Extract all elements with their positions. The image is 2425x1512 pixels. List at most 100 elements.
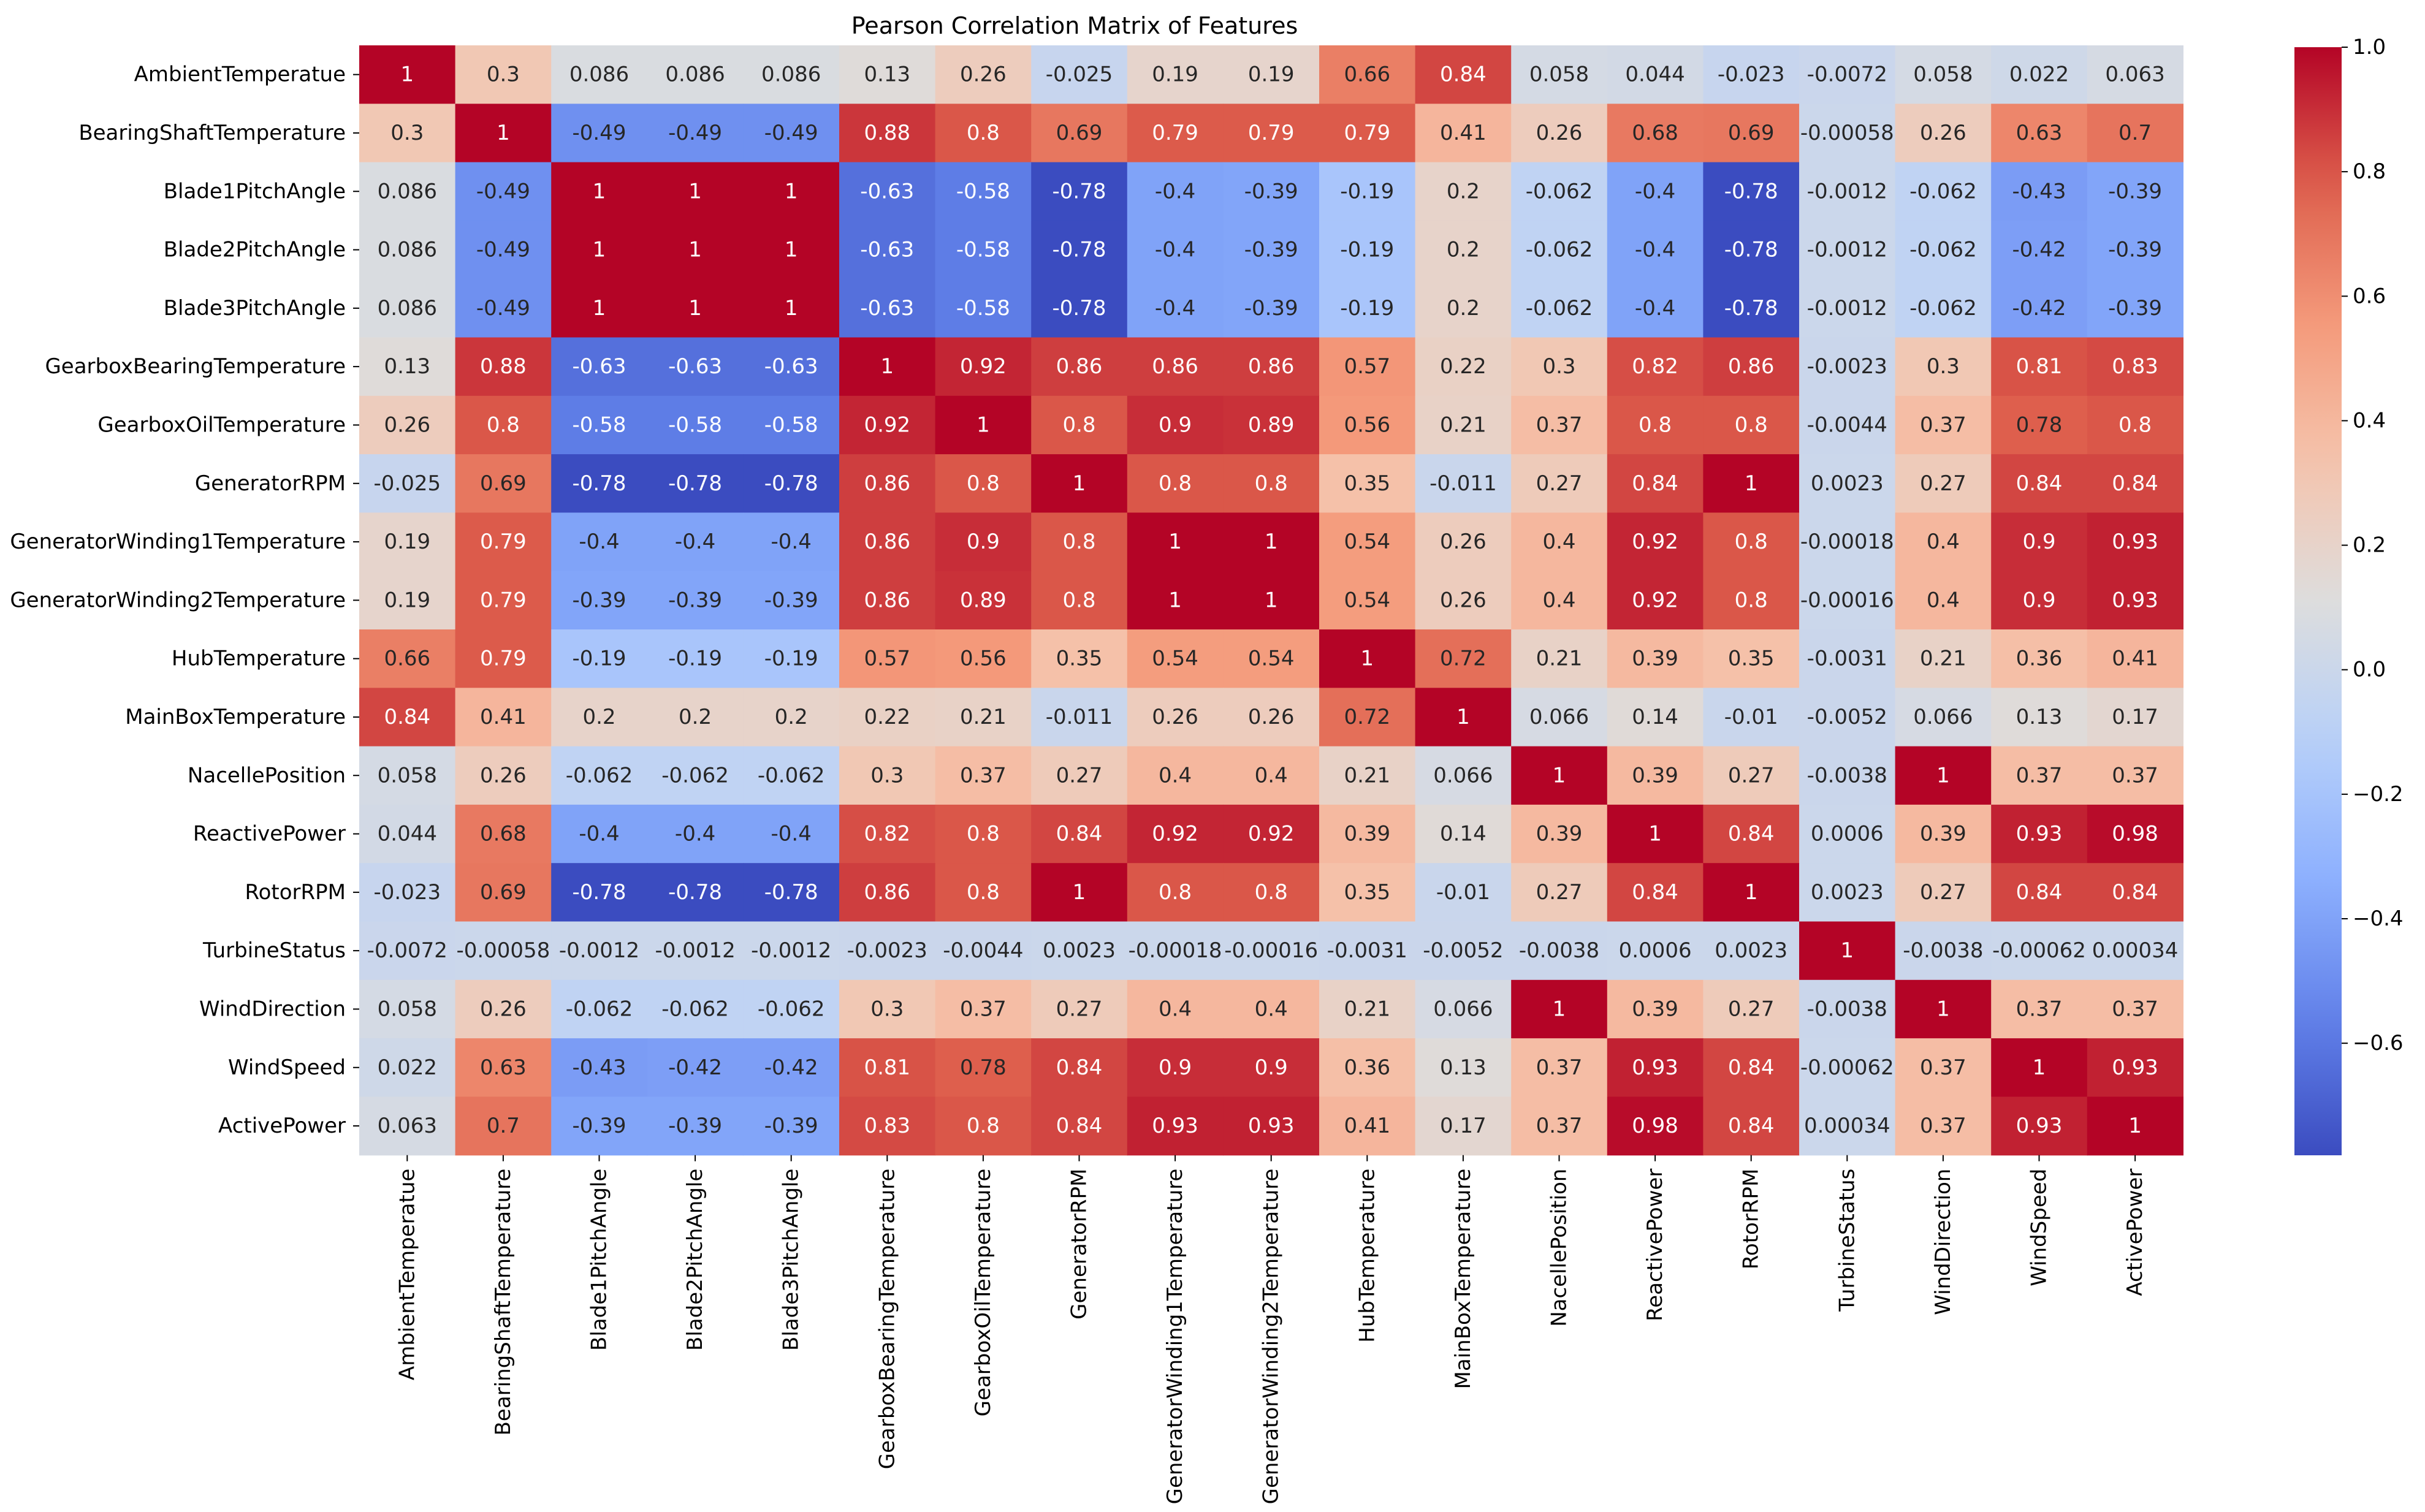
- heatmap-cell: [1511, 746, 1608, 805]
- cell-value-label: 0.54: [1152, 647, 1198, 671]
- heatmap-cell: [1895, 746, 1992, 805]
- heatmap-cell: [1415, 279, 1512, 338]
- cell-value-label: 0.00034: [2092, 938, 2179, 963]
- cell-value-label: -0.0044: [1807, 412, 1887, 437]
- cell-value-label: -0.062: [758, 763, 825, 788]
- cell-value-label: 0.84: [1440, 63, 1487, 87]
- heatmap-cell: [1799, 220, 1896, 279]
- heatmap-cell: [1223, 45, 1320, 104]
- heatmap-cell: [647, 454, 744, 513]
- heatmap-cell: [2087, 688, 2183, 747]
- heatmap-cell: [647, 279, 744, 338]
- heatmap-cell: [1031, 629, 1128, 688]
- row-label: GeneratorWinding1Temperature: [10, 530, 346, 554]
- heatmap-cell: [1895, 1038, 1992, 1097]
- cell-value-label: 0.54: [1248, 647, 1295, 671]
- heatmap-cell: [359, 395, 456, 455]
- cell-value-label: 0.0023: [1715, 938, 1787, 963]
- chart-title: Pearson Correlation Matrix of Features: [851, 12, 1298, 39]
- cell-value-label: 0.4: [1159, 997, 1192, 1021]
- heatmap-cell: [935, 921, 1032, 981]
- cell-value-label: 0.41: [2112, 647, 2158, 671]
- cell-value-label: -0.062: [566, 997, 633, 1021]
- heatmap-cell: [1607, 337, 1704, 397]
- cell-value-label: 0.82: [1632, 354, 1678, 379]
- heatmap-cell: [455, 571, 552, 630]
- cell-value-label: -0.78: [1724, 296, 1778, 321]
- heatmap-cell: [551, 571, 648, 630]
- heatmap-cell: [1703, 512, 1800, 572]
- heatmap-cell: [455, 1038, 552, 1097]
- heatmap-cell: [551, 979, 648, 1039]
- heatmap-cell: [935, 1038, 1032, 1097]
- heatmap-cell: [1319, 979, 1416, 1039]
- cell-value-label: 0.4: [1159, 763, 1192, 788]
- cell-value-label: 0.98: [1632, 1114, 1678, 1138]
- heatmap-cell: [1703, 45, 1800, 104]
- heatmap-cell: [1703, 688, 1800, 747]
- cell-value-label: 0.84: [2016, 471, 2063, 496]
- heatmap-cell: [1223, 337, 1320, 397]
- cell-value-label: 0.8: [1062, 530, 1095, 554]
- heatmap-cell: [1895, 921, 1992, 981]
- heatmap-cell: [1223, 629, 1320, 688]
- heatmap-cell: [1127, 1096, 1224, 1156]
- heatmap-cell: [1991, 395, 2088, 455]
- heatmap-cell: [1895, 863, 1992, 922]
- heatmap-cell: [455, 162, 552, 221]
- heatmap-cell: [1319, 395, 1416, 455]
- heatmap-cell: [1607, 45, 1704, 104]
- cell-value-label: -0.78: [1053, 296, 1106, 321]
- cell-value-label: 0.93: [1152, 1114, 1198, 1138]
- column-label: WindDirection: [1931, 1169, 1955, 1315]
- heatmap-cell: [1703, 279, 1800, 338]
- heatmap-cell: [455, 337, 552, 397]
- cell-value-label: -0.58: [956, 179, 1010, 203]
- heatmap-cell: [839, 863, 936, 922]
- cell-value-label: 0.066: [1433, 997, 1493, 1021]
- heatmap-cell: [743, 571, 840, 630]
- heatmap-cell: [1031, 337, 1128, 397]
- cell-value-label: 1: [785, 179, 798, 203]
- row-label: GearboxBearingTemperature: [45, 354, 346, 379]
- heatmap-cell: [1031, 395, 1128, 455]
- heatmap-cell: [1703, 629, 1800, 688]
- cell-value-label: 0.41: [480, 705, 527, 729]
- heatmap-cell: [839, 337, 936, 397]
- cell-value-label: -0.0072: [1807, 63, 1887, 87]
- heatmap-cell: [1895, 512, 1992, 572]
- cell-value-label: -0.4: [579, 822, 619, 846]
- row-label: HubTemperature: [172, 647, 346, 671]
- heatmap-cell: [1223, 921, 1320, 981]
- heatmap-cell: [1223, 1038, 1320, 1097]
- heatmap-cell: [1031, 454, 1128, 513]
- heatmap-cell: [1607, 162, 1704, 221]
- heatmap-cell: [1127, 921, 1224, 981]
- heatmap-cell: [2087, 863, 2183, 922]
- heatmap-cell: [1127, 45, 1224, 104]
- row-label: MainBoxTemperature: [125, 705, 346, 729]
- cell-value-label: 0.26: [1536, 121, 1583, 145]
- heatmap-cell: [1799, 979, 1896, 1039]
- heatmap-cell: [1895, 45, 1992, 104]
- cell-value-label: 0.9: [1159, 412, 1192, 437]
- cell-value-label: 0.8: [1062, 588, 1095, 612]
- cell-value-label: 0.93: [1248, 1114, 1295, 1138]
- heatmap-cell: [2087, 454, 2183, 513]
- heatmap-cell: [1895, 979, 1992, 1039]
- heatmap-cell: [647, 921, 744, 981]
- heatmap-cell: [839, 979, 936, 1039]
- cell-value-label: 0.8: [487, 412, 520, 437]
- cell-value-label: 0.27: [1536, 471, 1583, 496]
- cell-value-label: -0.63: [573, 354, 626, 379]
- cell-value-label: -0.062: [758, 997, 825, 1021]
- heatmap-cell: [1415, 45, 1512, 104]
- cell-value-label: -0.78: [1724, 179, 1778, 203]
- cell-value-label: -0.58: [956, 238, 1010, 262]
- cell-value-label: -0.00058: [1800, 121, 1894, 145]
- heatmap-cell: [743, 45, 840, 104]
- cell-value-label: -0.4: [771, 530, 812, 554]
- cell-value-label: 0.21: [1536, 647, 1583, 671]
- heatmap-cell: [1607, 279, 1704, 338]
